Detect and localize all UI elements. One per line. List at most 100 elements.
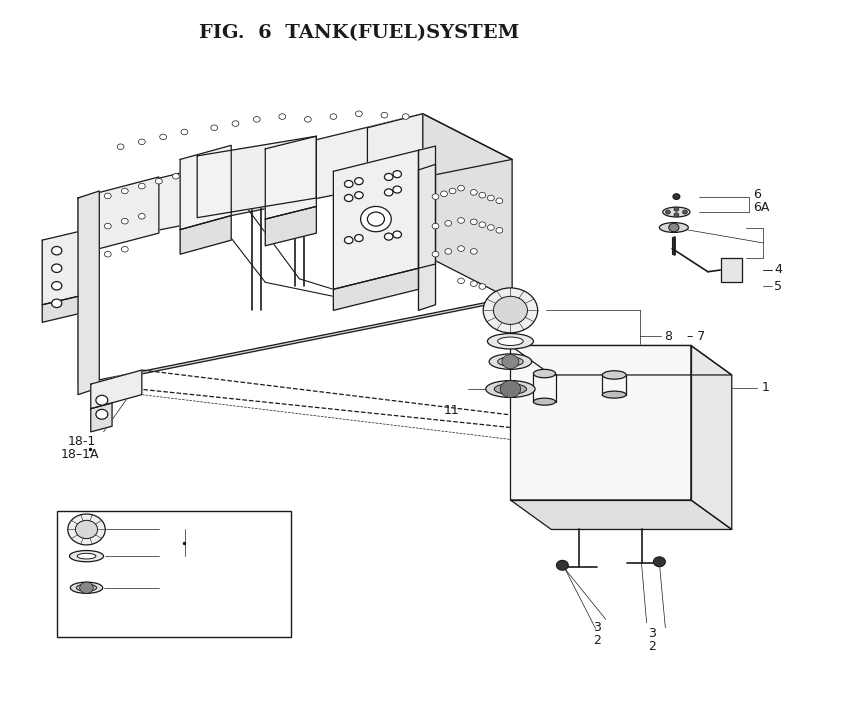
Ellipse shape — [76, 584, 96, 591]
Polygon shape — [78, 300, 512, 384]
Polygon shape — [265, 136, 316, 219]
Circle shape — [253, 116, 260, 122]
Polygon shape — [78, 191, 99, 395]
Text: 9: 9 — [161, 583, 168, 593]
Polygon shape — [42, 296, 78, 322]
Ellipse shape — [497, 337, 523, 345]
Text: 18-1: 18-1 — [67, 435, 96, 448]
Polygon shape — [720, 258, 741, 282]
FancyBboxPatch shape — [56, 510, 291, 637]
Circle shape — [664, 210, 670, 214]
Polygon shape — [333, 268, 418, 310]
Ellipse shape — [533, 369, 555, 378]
Ellipse shape — [69, 551, 103, 562]
Text: 8: 8 — [663, 330, 670, 343]
Circle shape — [354, 178, 363, 185]
Polygon shape — [367, 114, 422, 184]
Ellipse shape — [601, 371, 625, 379]
Ellipse shape — [662, 207, 689, 217]
Polygon shape — [78, 177, 159, 255]
Circle shape — [444, 249, 451, 255]
Circle shape — [457, 218, 464, 223]
Circle shape — [79, 582, 93, 594]
Circle shape — [344, 195, 352, 202]
Circle shape — [432, 223, 438, 229]
Circle shape — [344, 180, 352, 188]
Circle shape — [155, 178, 162, 184]
Circle shape — [496, 198, 502, 204]
Circle shape — [500, 381, 520, 398]
Text: – 7: – 7 — [686, 330, 704, 343]
Circle shape — [138, 139, 145, 145]
Circle shape — [51, 264, 61, 272]
Polygon shape — [510, 345, 731, 375]
Circle shape — [67, 514, 105, 545]
Circle shape — [304, 116, 310, 122]
Circle shape — [354, 192, 363, 199]
Ellipse shape — [601, 391, 625, 398]
Circle shape — [160, 134, 166, 140]
Ellipse shape — [485, 381, 535, 398]
Circle shape — [279, 114, 286, 119]
Circle shape — [181, 129, 188, 135]
Circle shape — [487, 195, 494, 201]
Ellipse shape — [487, 333, 533, 349]
Polygon shape — [418, 164, 435, 310]
Circle shape — [432, 194, 438, 200]
Polygon shape — [78, 198, 90, 384]
Text: 11: 11 — [444, 403, 459, 417]
Text: 3: 3 — [593, 621, 601, 634]
Circle shape — [380, 112, 387, 118]
Polygon shape — [90, 403, 112, 432]
Circle shape — [172, 173, 179, 179]
Circle shape — [384, 189, 392, 196]
Ellipse shape — [497, 357, 523, 366]
Circle shape — [117, 144, 124, 149]
Polygon shape — [333, 150, 418, 289]
Text: 2: 2 — [593, 634, 601, 647]
Circle shape — [104, 223, 111, 229]
Circle shape — [344, 237, 352, 244]
Circle shape — [392, 171, 401, 178]
Ellipse shape — [489, 354, 531, 369]
Text: 18–1A: 18–1A — [61, 448, 99, 461]
Polygon shape — [42, 232, 78, 305]
Polygon shape — [690, 345, 731, 529]
Circle shape — [355, 111, 362, 116]
Circle shape — [354, 235, 363, 242]
Circle shape — [75, 520, 97, 539]
Circle shape — [470, 249, 477, 255]
Polygon shape — [180, 216, 231, 255]
Text: 9: 9 — [663, 355, 670, 368]
Circle shape — [392, 186, 401, 193]
Polygon shape — [90, 370, 142, 409]
Circle shape — [653, 557, 664, 567]
Circle shape — [402, 114, 409, 119]
Ellipse shape — [494, 384, 526, 394]
Polygon shape — [422, 114, 512, 300]
Circle shape — [493, 296, 527, 324]
Circle shape — [483, 288, 537, 333]
Text: 6A: 6A — [752, 201, 769, 214]
Circle shape — [479, 283, 485, 289]
Text: FIG.  6  TANK(FUEL)SYSTEM: FIG. 6 TANK(FUEL)SYSTEM — [199, 24, 519, 42]
Polygon shape — [510, 345, 690, 500]
Text: 7B: 7B — [187, 551, 201, 561]
Circle shape — [96, 410, 107, 419]
Circle shape — [673, 213, 678, 217]
Circle shape — [138, 214, 145, 219]
Circle shape — [470, 219, 477, 225]
Circle shape — [496, 228, 502, 233]
Circle shape — [96, 396, 107, 405]
Circle shape — [138, 183, 145, 189]
Ellipse shape — [533, 398, 555, 405]
Circle shape — [479, 192, 485, 198]
Polygon shape — [265, 207, 316, 246]
Circle shape — [479, 222, 485, 228]
Circle shape — [556, 560, 567, 570]
Polygon shape — [510, 500, 731, 529]
Circle shape — [384, 233, 392, 240]
Text: 6: 6 — [752, 188, 760, 201]
Circle shape — [384, 173, 392, 180]
Circle shape — [444, 221, 451, 226]
